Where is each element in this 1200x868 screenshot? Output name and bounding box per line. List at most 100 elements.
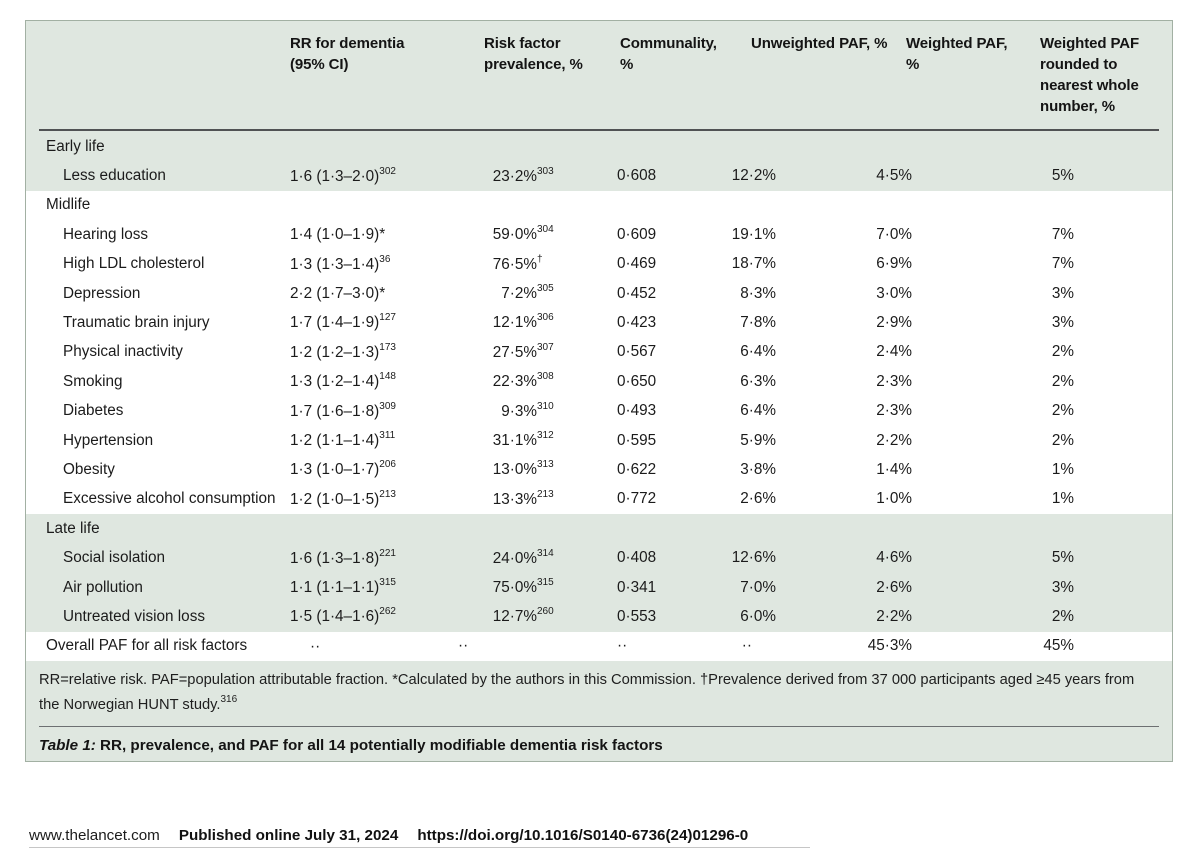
header-rule — [39, 129, 1159, 131]
table-row: Untreated vision loss 1·5 (1·4–1·6)262 1… — [26, 602, 1172, 631]
prevalence-value: 13·3%213 — [492, 488, 554, 508]
unweighted-paf-value: 5·9% — [740, 431, 776, 449]
table-section: Early life Less education 1·6 (1·3–2·0)3… — [26, 132, 1172, 191]
rr-value: 1·2 (1·1–1·4)311 — [290, 430, 396, 450]
risk-factor-label: Hearing loss — [63, 225, 149, 243]
footer-rule — [29, 847, 810, 848]
rr-value: 1·2 (1·2–1·3)173 — [290, 341, 396, 361]
prevalence-value: 12·1%306 — [492, 312, 554, 332]
risk-factor-label: Diabetes — [63, 402, 124, 420]
weighted-paf-rounded-value: 3% — [1051, 284, 1074, 302]
communality-value: 0·341 — [617, 578, 657, 596]
prevalence-value: 27·5%307 — [492, 341, 554, 361]
table-row: Obesity 1·3 (1·0–1·7)206 13·0%313 0·622 … — [26, 455, 1172, 484]
rr-value: 1·1 (1·1–1·1)315 — [290, 577, 396, 597]
prevalence-value: 75·0%315 — [492, 577, 554, 597]
rr-value: 1·3 (1·3–1·4)36 — [290, 253, 391, 273]
prevalence-value: 59·0%304 — [492, 224, 554, 244]
unweighted-paf-value: 6·3% — [740, 372, 776, 390]
risk-factor-label: Excessive alcohol consumption — [63, 490, 276, 508]
table-section: Midlife Hearing loss 1·4 (1·0–1·9)* 59·0… — [26, 190, 1172, 515]
table-row: Excessive alcohol consumption 1·2 (1·0–1… — [26, 485, 1172, 514]
unweighted-paf-value: 6·4% — [740, 343, 776, 361]
risk-factor-label: Traumatic brain injury — [63, 314, 210, 332]
weighted-paf-rounded-value: 2% — [1051, 431, 1074, 449]
column-header-unweighted-paf: Unweighted PAF, % — [751, 35, 888, 52]
communality-value: 0·608 — [617, 167, 657, 185]
rr-value: 1·6 (1·3–2·0)302 — [290, 165, 396, 185]
weighted-paf-value: 2·3% — [876, 402, 912, 420]
doi-link[interactable]: https://doi.org/10.1016/S0140-6736(24)01… — [417, 827, 749, 844]
weighted-paf-rounded-value: 7% — [1051, 255, 1074, 273]
communality-value: 0·452 — [617, 284, 657, 302]
risk-factor-label: High LDL cholesterol — [63, 255, 205, 273]
weighted-paf-rounded-value: 5% — [1051, 167, 1074, 185]
table-caption-number: Table 1: — [39, 737, 96, 754]
rr-value: 2·2 (1·7–3·0)* — [290, 285, 386, 303]
weighted-paf-value: 7·0% — [876, 225, 912, 243]
risk-factor-label: Obesity — [63, 460, 115, 478]
risk-factor-label: Air pollution — [63, 578, 143, 596]
risk-factor-label: Overall PAF for all risk factors — [46, 637, 248, 655]
weighted-paf-rounded-value: 2% — [1051, 402, 1074, 420]
weighted-paf-value: 2·9% — [876, 314, 912, 332]
table-row: Physical inactivity 1·2 (1·2–1·3)173 27·… — [26, 338, 1172, 367]
prevalence-value: 12·7%260 — [492, 606, 554, 626]
communality-value: 0·622 — [617, 460, 657, 478]
weighted-paf-value: 2·2% — [876, 431, 912, 449]
table-body: Early life Less education 1·6 (1·3–2·0)3… — [26, 132, 1172, 662]
rr-value: 1·7 (1·6–1·8)309 — [290, 400, 396, 420]
unweighted-paf-value: 6·0% — [740, 607, 776, 625]
weighted-paf-value: 1·0% — [876, 490, 912, 508]
unweighted-paf-value: ·· — [741, 637, 752, 655]
weighted-paf-rounded-value: 2% — [1051, 607, 1074, 625]
weighted-paf-value: 45·3% — [867, 637, 912, 655]
weighted-paf-rounded-value: 7% — [1051, 225, 1074, 243]
unweighted-paf-value: 8·3% — [740, 284, 776, 302]
weighted-paf-rounded-value: 5% — [1051, 549, 1074, 567]
column-header-prevalence: Risk factor prevalence, % — [484, 35, 583, 73]
page-footer: www.thelancet.com Published online July … — [29, 827, 748, 844]
risk-factor-label: Depression — [63, 284, 141, 302]
prevalence-value: 76·5%† — [492, 253, 543, 273]
unweighted-paf-value: 3·8% — [740, 460, 776, 478]
communality-value: 0·408 — [617, 549, 657, 567]
section-header-row: Late life — [46, 519, 100, 537]
communality-value: 0·493 — [617, 402, 657, 420]
communality-value: 0·567 — [617, 343, 657, 361]
table-row: Social isolation 1·6 (1·3–1·8)221 24·0%3… — [26, 543, 1172, 572]
risk-factor-label: Physical inactivity — [63, 343, 183, 361]
unweighted-paf-value: 7·8% — [740, 314, 776, 332]
weighted-paf-value: 2·4% — [876, 343, 912, 361]
rr-value: 1·4 (1·0–1·9)* — [290, 226, 386, 244]
communality-value: 0·423 — [617, 314, 657, 332]
weighted-paf-rounded-value: 2% — [1051, 343, 1074, 361]
caption-rule — [39, 726, 1159, 728]
communality-value: ·· — [617, 637, 628, 655]
prevalence-value: 7·2%305 — [501, 283, 554, 303]
rr-value: 1·7 (1·4–1·9)127 — [290, 312, 396, 332]
weighted-paf-rounded-value: 2% — [1051, 372, 1074, 390]
prevalence-value: 24·0%314 — [492, 547, 554, 567]
weighted-paf-rounded-value: 3% — [1051, 578, 1074, 596]
communality-value: 0·772 — [617, 490, 657, 508]
weighted-paf-value: 2·3% — [876, 372, 912, 390]
risk-factor-label: Less education — [63, 167, 166, 185]
prevalence-value: 13·0%313 — [492, 459, 554, 479]
risk-factor-label: Untreated vision loss — [63, 607, 205, 625]
communality-value: 0·650 — [617, 372, 657, 390]
weighted-paf-value: 2·6% — [876, 578, 912, 596]
table-row: Hypertension 1·2 (1·1–1·4)311 31·1%312 0… — [26, 426, 1172, 455]
communality-value: 0·609 — [617, 225, 657, 243]
risk-factor-table: RR for dementia (95% CI) Risk factor pre… — [25, 20, 1173, 762]
communality-value: 0·595 — [617, 431, 657, 449]
section-header-row: Early life — [46, 137, 105, 155]
unweighted-paf-value: 2·6% — [740, 490, 776, 508]
weighted-paf-value: 2·2% — [876, 607, 912, 625]
prevalence-value: 22·3%308 — [492, 371, 554, 391]
prevalence-value: 31·1%312 — [492, 430, 554, 450]
journal-site-link[interactable]: www.thelancet.com — [29, 827, 160, 844]
column-header-weighted-paf: Weighted PAF, % — [906, 35, 1008, 73]
table-row: Traumatic brain injury 1·7 (1·4–1·9)127 … — [26, 308, 1172, 337]
